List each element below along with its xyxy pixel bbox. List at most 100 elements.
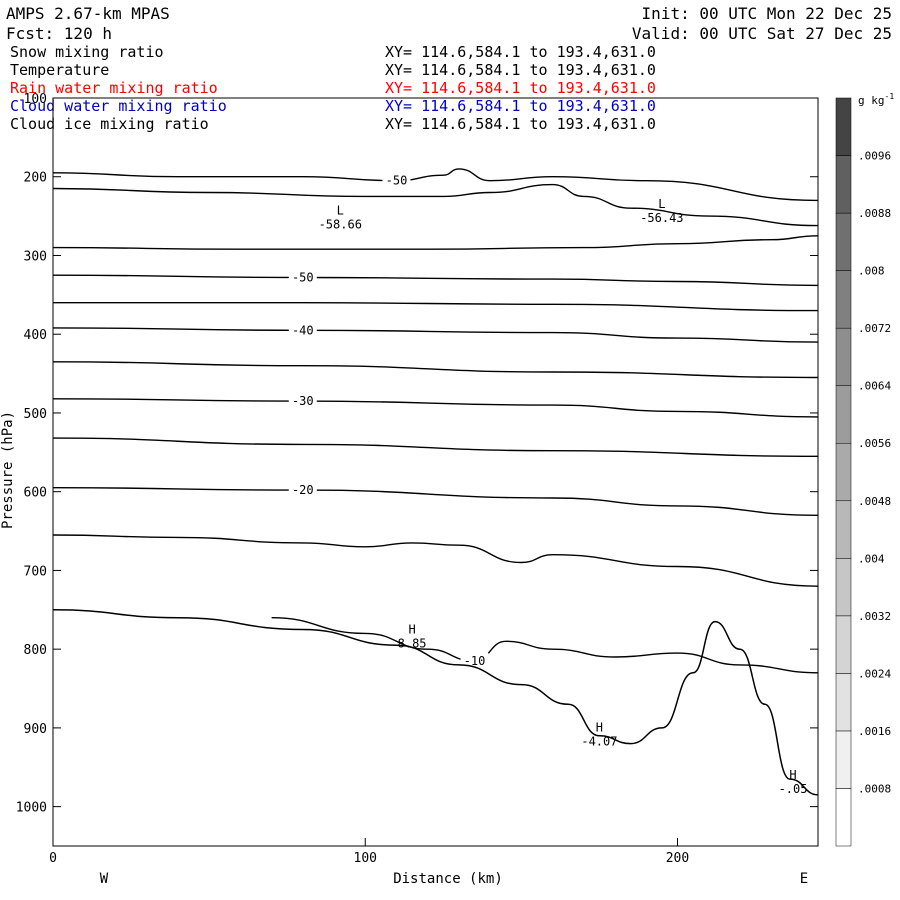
- y-tick-label: 200: [24, 171, 47, 186]
- colorbar-box: [835, 270, 852, 329]
- west-label: W: [100, 871, 109, 887]
- isotherm-line: [52, 168, 819, 202]
- isotherm-label: -20: [292, 483, 314, 497]
- isotherm-label-bg: [288, 269, 317, 284]
- colorbar-unit: g kg-1: [858, 92, 894, 107]
- extremum-value: -.05: [779, 782, 808, 796]
- colorbar-level: .0032: [858, 610, 891, 623]
- isotherm-line: [52, 437, 819, 457]
- colorbar-level: .0072: [858, 322, 891, 335]
- isotherm-label: -40: [292, 323, 314, 337]
- isotherm-label: -10: [464, 654, 486, 668]
- isotherm-line: [52, 327, 819, 343]
- x-axis-ticks: 0 100 200: [49, 838, 689, 866]
- colorbar-level: .0064: [858, 380, 891, 393]
- extremum-type: H: [789, 768, 796, 782]
- colorbar-level: .008: [858, 265, 885, 278]
- colorbar-box: [835, 500, 852, 559]
- extremum-value: 8.85: [398, 636, 427, 650]
- colorbar-level: .0016: [858, 725, 891, 738]
- y-tick-label: 100: [24, 92, 47, 107]
- colorbar-boxes: [835, 97, 852, 847]
- y-tick-label: 700: [24, 564, 47, 579]
- isotherm-label-bg: [288, 322, 317, 337]
- isotherm-label: -30: [292, 394, 314, 408]
- field-name: Snow mixing ratio: [10, 43, 164, 61]
- isotherm-label-bg: [460, 652, 489, 667]
- field-name: Cloud ice mixing ratio: [10, 115, 209, 133]
- isotherm-layer: -50 -50 -40 -30 -20 -10: [52, 168, 819, 674]
- isotherm-line: [52, 361, 819, 379]
- isotherm-label-bg: [382, 172, 411, 187]
- isotherm-label-bg: [288, 482, 317, 497]
- colorbar-box: [835, 327, 852, 386]
- x-tick-label: 0: [49, 851, 57, 866]
- x-tick-label: 200: [666, 851, 689, 866]
- field-xy-range: XY= 114.6,584.1 to 193.4,631.0: [385, 79, 656, 97]
- isotherm-line: [52, 183, 819, 227]
- field-list: Snow mixing ratio XY= 114.6,584.1 to 193.…: [10, 43, 656, 133]
- x-axis-label: Distance (km): [393, 871, 503, 887]
- colorbar-box: [835, 615, 852, 674]
- field-name: Temperature: [10, 61, 109, 79]
- extremum-type: L: [658, 197, 665, 211]
- y-tick-label: 400: [24, 328, 47, 343]
- colorbar-level: .004: [858, 552, 885, 565]
- isotherm-label: -50: [386, 174, 408, 188]
- x-tick-label: 100: [354, 851, 377, 866]
- y-tick-label: 600: [24, 486, 47, 501]
- field-name: Cloud water mixing ratio: [10, 97, 227, 115]
- isotherm-line: [52, 534, 819, 587]
- isotherm-line: [52, 274, 819, 287]
- colorbar-level: .0048: [858, 495, 891, 508]
- extremum-value: -58.66: [319, 217, 362, 231]
- isotherm-line: [271, 617, 819, 674]
- y-axis-label: Pressure (hPa): [0, 411, 16, 529]
- y-tick-label: 500: [24, 407, 47, 422]
- colorbar: .0008 .0016 .0024 .0032 .004 .0048 .0056 .0064.…: [835, 92, 894, 847]
- field-xy-range: XY= 114.6,584.1 to 193.4,631.0: [385, 61, 656, 79]
- isotherm-line: [52, 398, 819, 418]
- y-tick-label: 900: [24, 722, 47, 737]
- isotherm-line: [52, 235, 819, 250]
- plot-frame: [52, 97, 819, 847]
- colorbar-box: [835, 155, 852, 214]
- isotherm-label: -50: [292, 271, 314, 285]
- colorbar-level: .0024: [858, 667, 891, 680]
- extremum-type: L: [337, 203, 344, 217]
- y-axis-ticks: 100 200 300 400 500 600 700 800 900 1000: [16, 92, 818, 816]
- colorbar-level: .0096: [858, 150, 891, 163]
- plot-area: -50 -50 -40 -30 -20 -10 L-58.66L-56.43H8.85H-…: [16, 92, 819, 866]
- y-tick-label: 1000: [16, 801, 47, 816]
- colorbar-labels: .0008 .0016 .0024 .0032 .004 .0048 .0056 .0064.…: [858, 150, 891, 796]
- colorbar-box: [835, 212, 852, 271]
- colorbar-box: [835, 97, 852, 156]
- terrain-line: [52, 609, 819, 796]
- isotherm-line: [53, 301, 819, 312]
- forecast-hour: Fcst: 120 h: [6, 24, 112, 43]
- colorbar-level: .0056: [858, 437, 891, 450]
- extremum-type: H: [408, 622, 415, 636]
- field-xy-range: XY= 114.6,584.1 to 193.4,631.0: [385, 115, 656, 133]
- extremum-type: H: [596, 721, 603, 735]
- colorbar-box: [835, 558, 852, 617]
- colorbar-level: .0088: [858, 207, 891, 220]
- y-tick-label: 800: [24, 643, 47, 658]
- extremum-value: -4.07: [581, 735, 617, 749]
- colorbar-level: .0008: [858, 782, 891, 795]
- model-title: AMPS 2.67-km MPAS: [6, 4, 170, 23]
- isotherm-label-bg: [288, 393, 317, 408]
- colorbar-box: [835, 788, 852, 847]
- valid-time: Valid: 00 UTC Sat 27 Dec 25: [632, 24, 892, 43]
- field-name: Rain water mixing ratio: [10, 79, 218, 97]
- field-xy-range: XY= 114.6,584.1 to 193.4,631.0: [385, 43, 656, 61]
- init-time: Init: 00 UTC Mon 22 Dec 25: [642, 4, 892, 23]
- colorbar-box: [835, 442, 852, 502]
- y-tick-label: 300: [24, 249, 47, 264]
- colorbar-box: [835, 730, 852, 789]
- isotherm-line: [52, 487, 819, 516]
- colorbar-box: [835, 673, 852, 732]
- colorbar-box: [835, 385, 852, 444]
